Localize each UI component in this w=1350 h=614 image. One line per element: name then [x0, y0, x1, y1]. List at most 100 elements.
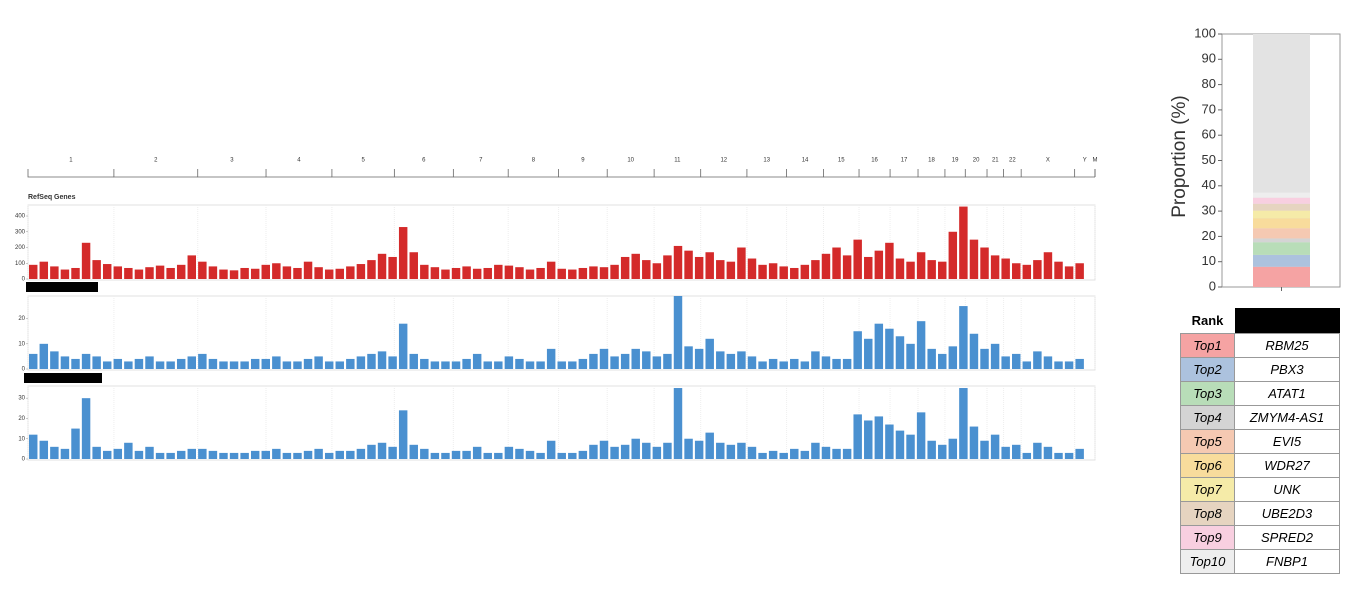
bar — [60, 356, 70, 369]
rank-cell: Top3 — [1180, 381, 1235, 406]
bar — [737, 351, 746, 369]
bar — [599, 267, 609, 279]
bar — [969, 426, 979, 459]
bar — [451, 361, 461, 369]
bar — [71, 428, 80, 459]
bar — [800, 264, 810, 279]
bar — [335, 268, 344, 279]
bar — [81, 353, 91, 369]
bar — [557, 361, 566, 369]
rank-cell: Top9 — [1180, 525, 1235, 550]
bar — [1054, 361, 1063, 369]
bar — [272, 448, 281, 459]
bar — [895, 430, 905, 459]
chromosome-label: 9 — [581, 158, 585, 164]
bar — [546, 261, 556, 279]
bar — [853, 414, 862, 459]
chromosome-label: 20 — [973, 158, 980, 164]
bar — [176, 358, 186, 369]
chromosome-label: 4 — [297, 158, 301, 164]
bar — [832, 358, 841, 369]
bar — [525, 450, 535, 459]
bar — [229, 270, 239, 279]
chromosome-segment — [889, 169, 919, 178]
bar — [906, 434, 915, 459]
bar — [568, 452, 577, 459]
bar — [642, 442, 651, 459]
bar — [1075, 263, 1084, 279]
y-tick-label: 100 — [15, 261, 26, 267]
bar — [81, 398, 91, 459]
y-tick-label: 400 — [15, 214, 26, 220]
bar — [1054, 452, 1063, 459]
bar — [60, 269, 70, 279]
bar — [832, 448, 841, 459]
bar — [1054, 261, 1063, 279]
bar — [842, 358, 852, 369]
bar — [282, 361, 292, 369]
bar — [398, 227, 408, 279]
bar — [599, 348, 609, 369]
bar — [346, 358, 355, 369]
bar — [113, 358, 123, 369]
y-tick-label: 20 — [1202, 228, 1216, 243]
bar — [811, 442, 820, 459]
gene-cell: PBX3 — [1234, 357, 1340, 382]
bar — [494, 361, 503, 369]
bar — [451, 450, 461, 459]
bar — [398, 323, 408, 369]
rank-cell: Top5 — [1180, 429, 1235, 454]
bar — [208, 266, 218, 279]
bar — [673, 388, 683, 459]
bar — [768, 358, 778, 369]
bar — [631, 438, 640, 459]
chromosome-segment — [986, 169, 1004, 178]
bar — [272, 263, 281, 279]
bar — [462, 266, 471, 279]
table-header: Rank — [1181, 308, 1340, 334]
bar — [990, 343, 1000, 369]
bar — [927, 260, 936, 279]
bar — [515, 448, 524, 459]
bar — [272, 356, 281, 369]
y-tick-label: 0 — [1209, 278, 1216, 293]
bar — [314, 356, 323, 369]
bar — [219, 269, 228, 279]
table-row: Top8 UBE2D3 — [1180, 501, 1340, 526]
bar — [800, 450, 810, 459]
bar — [1022, 264, 1032, 279]
bar-segment — [1253, 210, 1310, 219]
bar — [134, 450, 144, 459]
bar — [208, 450, 218, 459]
chromosome-segment — [265, 169, 332, 178]
chromosome-segment — [858, 169, 891, 178]
bar — [261, 450, 270, 459]
bar — [314, 448, 323, 459]
bar — [990, 434, 1000, 459]
redacted-label — [26, 282, 98, 292]
chromosome-label: 11 — [674, 158, 681, 164]
bar — [959, 388, 968, 459]
bar — [134, 358, 144, 369]
chromosome-segment — [823, 169, 860, 178]
bar — [842, 255, 852, 279]
y-tick-label: 30 — [18, 396, 25, 402]
bar — [684, 438, 693, 459]
bar — [398, 410, 408, 459]
bar — [726, 444, 736, 459]
bar — [430, 361, 440, 369]
bar — [282, 266, 292, 279]
bar — [652, 356, 662, 369]
bar — [472, 353, 482, 369]
bar — [758, 264, 767, 279]
bar — [367, 353, 376, 369]
redacted-label — [24, 373, 102, 383]
bar — [293, 452, 302, 459]
bar-segment — [1253, 203, 1310, 211]
bar — [441, 452, 450, 459]
chromosome-segment — [944, 169, 966, 178]
gene-cell: UNK — [1234, 477, 1340, 502]
bar — [694, 440, 704, 459]
chromosome-label: 17 — [901, 158, 908, 164]
table-row: Top7 UNK — [1180, 477, 1340, 502]
